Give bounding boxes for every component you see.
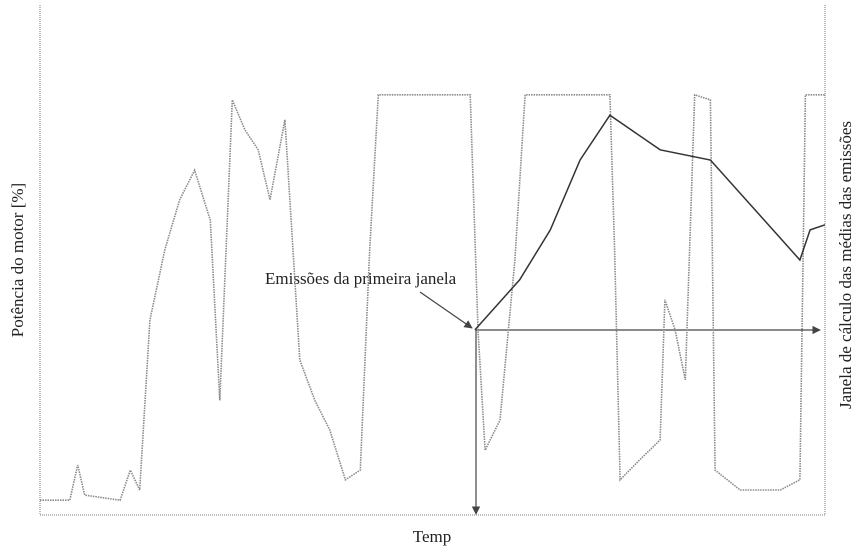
annotation: Emissões da primeira janela <box>265 269 457 288</box>
y-axis-label: Potência do motor [%] <box>8 183 27 337</box>
axes <box>39 5 826 516</box>
data-line <box>40 93 825 502</box>
data-line <box>474 114 826 331</box>
y2-axis-label: Janela de cálculo das médias das emissõe… <box>836 121 855 409</box>
x-axis-label: Temp <box>413 527 451 546</box>
annotation-arrows <box>419 291 821 515</box>
